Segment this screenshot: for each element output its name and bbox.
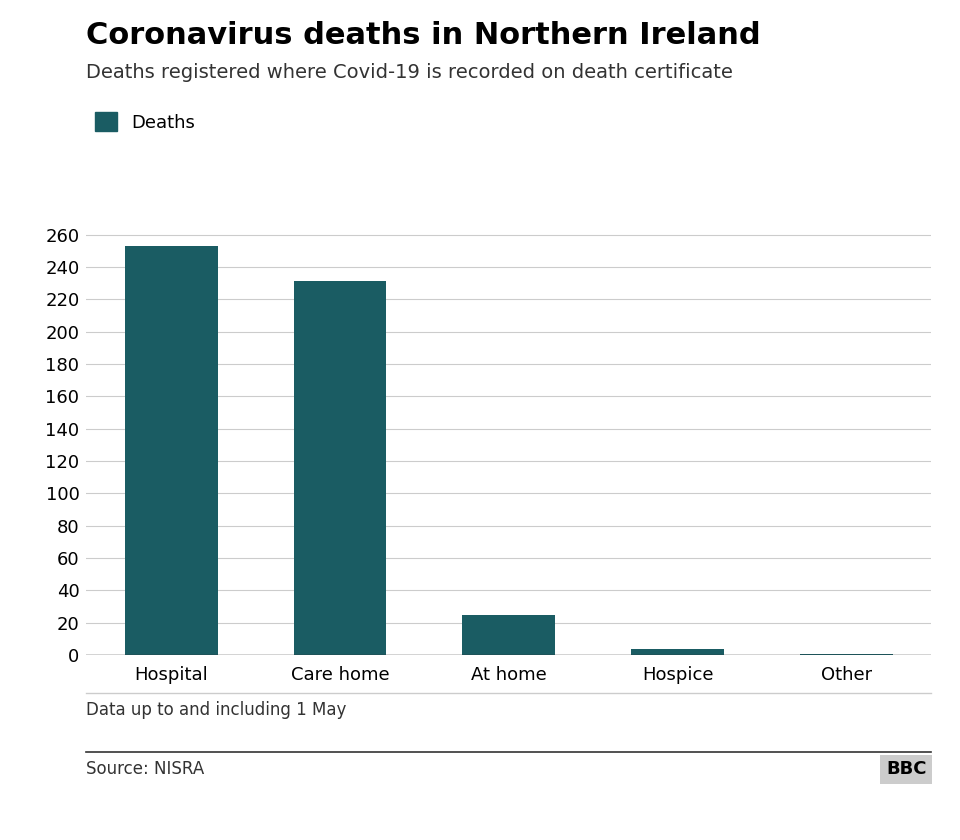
Text: Data up to and including 1 May: Data up to and including 1 May bbox=[86, 701, 347, 719]
Text: Source: NISRA: Source: NISRA bbox=[86, 760, 204, 778]
Bar bbox=[294, 281, 387, 655]
Text: BBC: BBC bbox=[886, 760, 926, 778]
Text: Coronavirus deaths in Northern Ireland: Coronavirus deaths in Northern Ireland bbox=[86, 21, 761, 50]
Bar bbox=[800, 654, 893, 655]
Legend: Deaths: Deaths bbox=[95, 113, 196, 132]
Bar bbox=[631, 648, 724, 655]
Bar bbox=[125, 246, 218, 655]
Text: Deaths registered where Covid-19 is recorded on death certificate: Deaths registered where Covid-19 is reco… bbox=[86, 63, 733, 82]
Bar bbox=[463, 615, 555, 655]
